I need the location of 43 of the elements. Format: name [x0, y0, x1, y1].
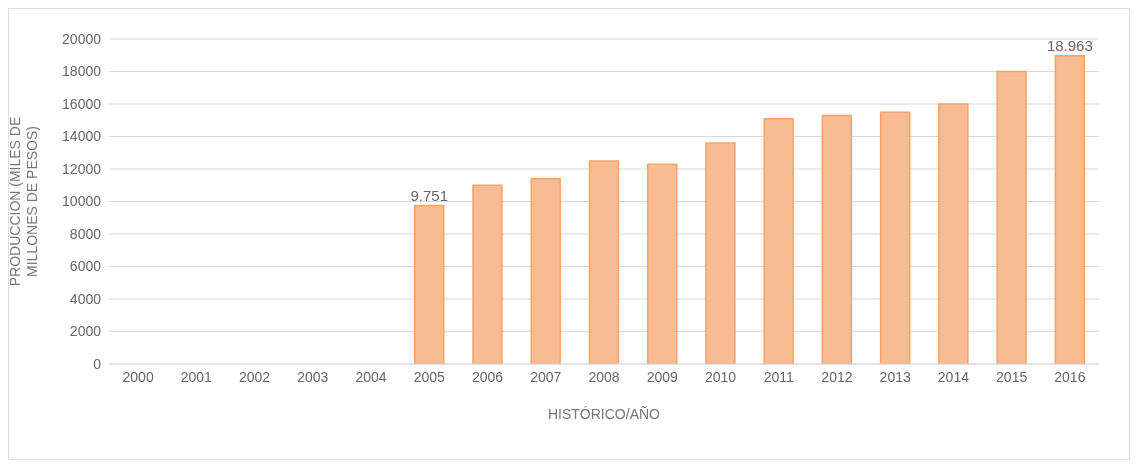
x-tick-label: 2012 [821, 368, 853, 385]
bar [1054, 55, 1086, 364]
x-tick-label: 2001 [180, 368, 213, 385]
y-tick-label: 0 [93, 355, 102, 372]
bar [588, 160, 620, 364]
data-label: 9.751 [410, 186, 449, 204]
y-tick-label: 6000 [69, 258, 102, 275]
y-tick-label: 16000 [62, 95, 102, 112]
x-tick-label: 2004 [355, 368, 387, 385]
bar [413, 204, 445, 364]
y-tick-label: 20000 [62, 30, 102, 47]
x-tick-label: 2010 [704, 368, 737, 385]
x-tick-label: 2015 [996, 368, 1028, 385]
bar [938, 103, 969, 364]
x-tick-label: 2007 [530, 368, 562, 385]
bar [530, 178, 561, 364]
x-tick-label: 2000 [122, 368, 154, 385]
x-tick-label: 2011 [763, 368, 794, 385]
x-tick-label: 2014 [937, 368, 970, 385]
bar [996, 70, 1027, 364]
x-tick-label: 2009 [646, 368, 679, 385]
bar [472, 184, 503, 364]
y-tick-label: 10000 [62, 193, 102, 210]
y-tick-label: 4000 [69, 290, 102, 307]
x-tick-label: 2005 [413, 368, 446, 385]
y-tick-label: 2000 [69, 323, 102, 340]
y-tick-label: 14000 [62, 128, 102, 145]
x-axis-title: HISTÓRICO/AÑO [547, 406, 661, 422]
y-tick-label: 8000 [69, 225, 102, 242]
bar [821, 114, 853, 364]
y-tick-label: 12000 [62, 160, 102, 177]
bar [763, 117, 794, 364]
x-tick-label: 2002 [239, 368, 271, 385]
x-tick-label: 2016 [1054, 368, 1086, 385]
bar [705, 142, 736, 364]
x-tick-label: 2013 [879, 368, 911, 385]
bar [879, 111, 911, 364]
x-tick-label: 2003 [297, 368, 329, 385]
x-tick-label: 2008 [588, 368, 620, 385]
data-label: 18.963 [1046, 36, 1093, 54]
x-tick-label: 2006 [471, 368, 504, 385]
bar [646, 163, 678, 364]
y-tick-label: 18000 [62, 63, 102, 80]
